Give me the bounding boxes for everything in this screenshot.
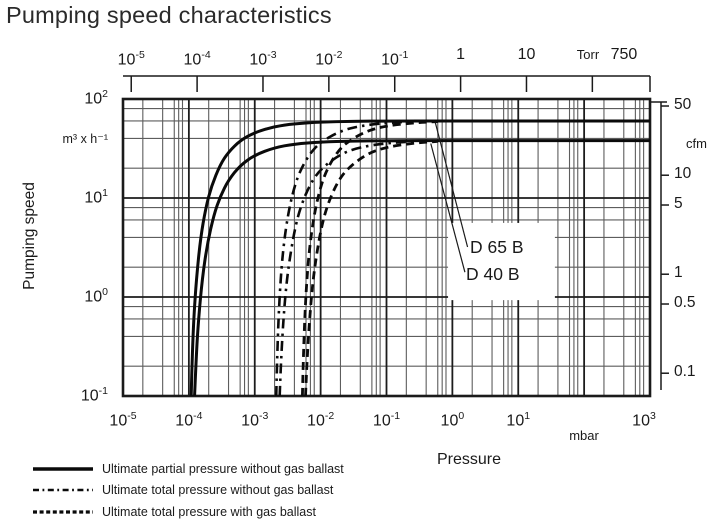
mbar-tick-label: 10-2 — [307, 410, 335, 430]
cfm-tick-label: 10 — [674, 165, 692, 183]
mbar-tick-label: 103 — [632, 410, 656, 430]
torr-tick-label: 10 — [517, 46, 536, 63]
y-axis-title: Pumping speed — [21, 182, 38, 290]
legend-label: Ultimate total pressure with gas ballast — [102, 504, 316, 519]
legend-item: Ultimate total pressure with gas ballast — [32, 501, 344, 523]
pumping-speed-tick-label: 101 — [84, 187, 108, 207]
torr-tick-label: 750 — [610, 46, 638, 63]
cfm-tick-label: 50 — [674, 96, 692, 113]
torr-tick-label: 1 — [456, 46, 466, 63]
torr-unit-label: Torr — [576, 47, 600, 62]
legend-line-sample-dashdot — [33, 488, 93, 492]
m3h-unit-label: m³ x h⁻¹ — [62, 132, 108, 146]
legend-label: Ultimate partial pressure without gas ba… — [102, 461, 344, 476]
curve-d40b-dashdot — [278, 140, 413, 397]
legend-item: Ultimate total pressure without gas ball… — [32, 480, 344, 502]
pumping-speed-tick-label: 10-1 — [80, 385, 108, 405]
curve-d40b-solid — [193, 139, 650, 397]
pumping-speed-tick-label: 102 — [84, 88, 108, 108]
pumping-speed-tick-label: 100 — [84, 286, 108, 306]
pump-label-d65b: D 65 B — [470, 237, 524, 257]
cfm-tick-label: 1 — [674, 264, 683, 282]
cfm-tick-label: 0.5 — [674, 294, 696, 311]
mbar-tick-label: 10-4 — [175, 410, 203, 430]
torr-tick-label: 10-4 — [183, 49, 211, 69]
torr-tick-label: 10-5 — [117, 49, 145, 69]
legend-item: Ultimate partial pressure without gas ba… — [32, 458, 344, 480]
torr-tick-label: 10-1 — [381, 49, 409, 69]
legend-line-sample-dashed — [33, 510, 93, 514]
torr-tick-label: 10-3 — [249, 49, 277, 69]
mbar-tick-label: 10-3 — [241, 410, 269, 430]
mbar-unit-label: mbar — [569, 428, 599, 443]
cfm-unit-label: cfm — [686, 136, 707, 151]
torr-tick-label: 10-2 — [315, 49, 343, 69]
mbar-tick-label: 10-1 — [372, 410, 401, 430]
mbar-tick-label: 10-5 — [109, 410, 137, 430]
chart-legend: Ultimate partial pressure without gas ba… — [32, 458, 344, 523]
cfm-tick-label: 0.1 — [674, 363, 696, 381]
cfm-tick-label: 5 — [674, 195, 683, 212]
pump-label-d40b: D 40 B — [466, 264, 520, 284]
legend-label: Ultimate total pressure without gas ball… — [102, 483, 334, 498]
curve-d65b-solid — [189, 119, 650, 397]
curve-d65b-dashed — [301, 120, 438, 397]
x-axis-title: Pressure — [437, 451, 502, 468]
mbar-tick-label: 101 — [506, 410, 531, 430]
legend-line-sample-solid — [33, 467, 93, 471]
mbar-tick-label: 100 — [440, 410, 465, 430]
curve-d65b-dashdot — [274, 120, 413, 397]
curve-d40b-dashed — [304, 140, 438, 397]
chart-title: Pumping speed characteristics — [6, 2, 332, 28]
